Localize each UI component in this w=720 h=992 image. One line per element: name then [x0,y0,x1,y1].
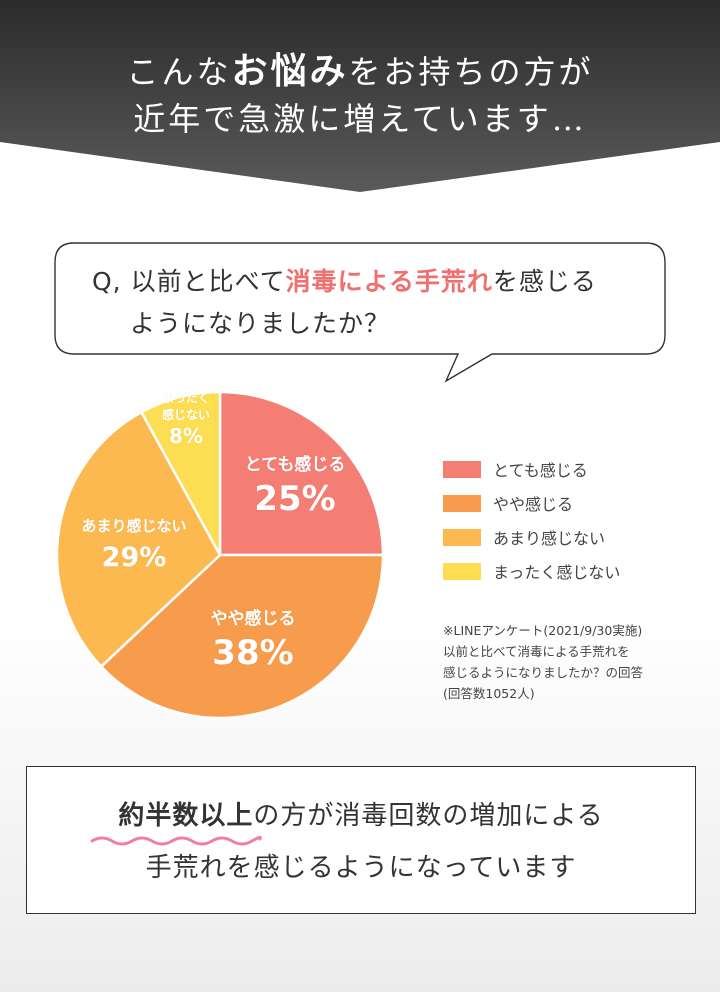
note-line-1: ※LINEアンケート(2021/9/30実施) [443,623,643,638]
legend-label: まったく感じない [493,563,621,582]
pie-label-yaya: やや感じる 38% [210,609,296,673]
header-line-2: 近年で急激に増えています… [133,100,587,138]
legend-item-amari: あまり感じない [443,520,620,554]
pie-label-mattaku: まったく 感じない 8% [161,391,211,448]
pie-label-totemo: とても感じる 25% [244,455,346,519]
wavy-underline [90,835,262,846]
legend-label: あまり感じない [493,529,606,548]
conclusion-line-1: 約半数以上の方が消毒回数の増加による [118,801,604,831]
banner-shape [0,0,720,192]
legend-item-mattaku: まったく感じない [443,554,620,588]
source-note: ※LINEアンケート(2021/9/30実施) 以前と比べて消毒による手荒れを … [443,620,643,704]
pie-slice-totemo [218,390,385,557]
note-line-2: 以前と比べて消毒による手荒れを [443,644,630,659]
legend-label: とても感じる [493,461,588,480]
legend-swatch [443,494,481,512]
header-line-1: こんなお悩みをお持ちの方が [126,51,594,92]
legend-label: やや感じる [493,495,574,514]
legend-item-yaya: やや感じる [443,486,620,520]
pie-slice-mattaku [139,390,222,556]
pie-slice-yaya [99,553,385,720]
header-banner: こんなお悩みをお持ちの方が 近年で急激に増えています… [0,0,720,192]
legend-swatch [443,460,481,478]
chart-legend: とても感じる やや感じる あまり感じない まったく感じない [443,452,620,588]
question-line-1: Q, 以前と比べて消毒による手荒れを感じる [92,267,597,296]
legend-swatch [443,528,481,546]
pie-label-amari: あまり感じない 29% [81,517,187,573]
pie-slice-amari [55,410,222,669]
conclusion-box: 約半数以上の方が消毒回数の増加による 手荒れを感じるようになっています [26,766,696,914]
question-line-2: ようになりましたか？ [130,309,391,338]
legend-swatch [443,562,481,580]
note-line-3: 感じるようになりましたか？の回答 [443,665,644,680]
conclusion-line-2: 手荒れを感じるようになっています [145,853,577,883]
pie-chart [55,390,385,720]
note-line-4: (回答数1052人) [443,686,535,701]
legend-item-totemo: とても感じる [443,452,620,486]
